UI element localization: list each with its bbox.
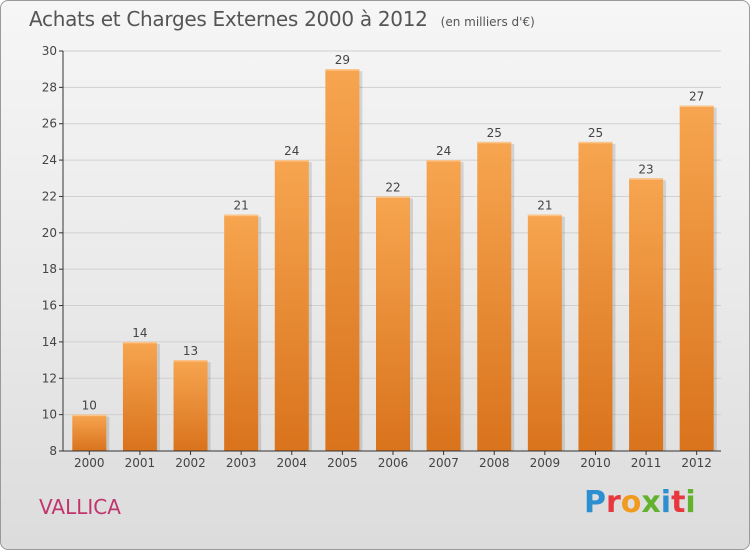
logo-letter: x [641,485,661,520]
x-tick-label: 2006 [378,456,409,470]
bar [72,414,107,451]
x-tick-label: 2005 [327,456,358,470]
logo-letter: o [620,485,642,520]
bar-highlight [679,105,714,108]
data-label: 13 [183,344,198,358]
y-tick-label: 24 [42,153,57,167]
bar [629,178,664,452]
y-tick-label: 10 [42,408,57,422]
bar-highlight [325,69,360,71]
bar [224,214,259,451]
x-tick-label: 2003 [226,456,257,470]
bar-highlight [72,414,107,417]
bar-highlight [477,141,512,144]
data-label: 25 [487,126,502,140]
bar [325,69,360,451]
bar-highlight [376,196,410,198]
y-tick-label: 8 [49,444,57,458]
chart-title-text: Achats et Charges Externes 2000 à 2012 [29,7,428,31]
y-tick-label: 20 [42,226,57,240]
data-label: 27 [689,90,704,104]
x-tick-label: 2000 [74,456,105,470]
chart-title: Achats et Charges Externes 2000 à 2012 (… [29,7,535,31]
x-tick-label: 2010 [580,456,611,470]
data-label: 24 [436,144,451,158]
y-tick-label: 22 [42,189,57,203]
bar [173,360,208,451]
data-label: 22 [385,180,400,194]
proxiti-logo: Proxiti [584,485,696,520]
data-labels: 10 14 13 21 24 29 22 24 25 21 25 23 27 [82,53,705,412]
y-tick-label: 14 [42,335,57,349]
bar [122,341,157,451]
x-tick-label: 2012 [681,456,712,470]
x-tick-label: 2009 [530,456,561,470]
bar-highlight [274,160,309,162]
data-label: 21 [234,199,249,213]
bar-highlight [527,214,562,217]
data-label: 14 [132,326,147,340]
x-tick-label: 2001 [125,456,156,470]
y-tick-label: 26 [42,117,57,131]
x-tick-label: 2002 [175,456,206,470]
data-label: 23 [638,162,653,176]
x-tick-label: 2008 [479,456,510,470]
data-label: 10 [82,399,97,413]
bar-highlight [629,178,664,180]
y-tick-label: 12 [42,371,57,385]
data-label: 25 [588,126,603,140]
bar-highlight [122,341,157,344]
bar [578,141,613,451]
logo-letter: i [660,485,672,520]
data-label: 24 [284,144,299,158]
bar [527,214,562,451]
y-tick-label: 30 [42,44,57,58]
logo-letter: i [685,485,696,520]
x-tick-label: 2004 [276,456,307,470]
data-label: 21 [537,199,552,213]
bars [72,69,717,452]
logo-letter: t [671,485,686,520]
data-label: 29 [335,53,350,67]
bar-highlight [224,214,259,217]
logo-letter: P [584,485,606,520]
commune-name: VALLICA [39,495,121,519]
bar-highlight [578,141,613,144]
bar [376,196,410,451]
bar [274,160,309,451]
axes: 8 10 12 14 16 18 20 22 24 26 28 30 2000 2001 2002 2003 2… [42,44,721,470]
y-tick-label: 28 [42,80,57,94]
logo-letter: r [606,485,621,520]
x-tick-label: 2007 [428,456,459,470]
bar [477,141,512,451]
x-tick-label: 2011 [631,456,662,470]
bar-highlight [426,160,461,162]
y-tick-label: 16 [42,299,57,313]
chart-unit-note: (en milliers d'€) [440,15,535,29]
bar-highlight [173,360,208,362]
bar [679,105,714,451]
y-tick-label: 18 [42,262,57,276]
bar [426,160,461,451]
